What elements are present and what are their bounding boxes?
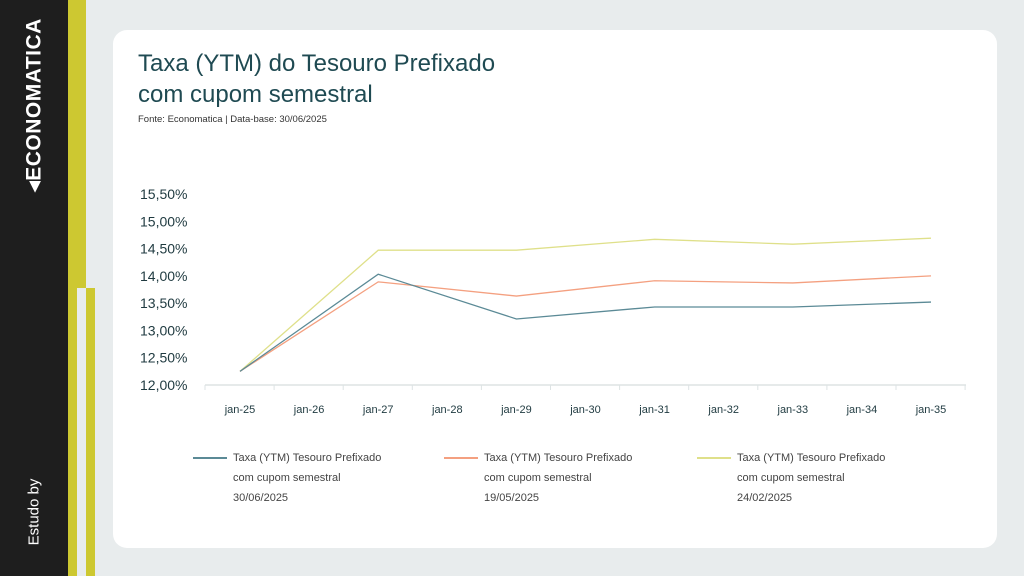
legend-item: Taxa (YTM) Tesouro Prefixado com cupom se… [193, 448, 381, 508]
y-tick-label: 12,50% [140, 350, 187, 366]
x-tick-label: jan-35 [915, 404, 947, 416]
legend-text: Taxa (YTM) Tesouro Prefixado com cupom se… [484, 448, 632, 508]
legend-swatch [444, 457, 478, 459]
x-tick-label: jan-32 [707, 404, 739, 416]
legend-text: Taxa (YTM) Tesouro Prefixado com cupom se… [233, 448, 381, 508]
legend-label: com cupom semestral [484, 472, 592, 484]
legend-item: Taxa (YTM) Tesouro Prefixado com cupom se… [444, 448, 632, 508]
legend-label: 24/02/2025 [737, 492, 793, 504]
x-tick-label: jan-28 [431, 404, 463, 416]
y-tick-label: 15,50% [140, 186, 187, 202]
series-line [239, 237, 932, 372]
source-note: Fonte: Economatica | Data-base: 30/06/20… [138, 114, 327, 125]
y-tick-label: 14,50% [140, 241, 187, 257]
x-tick-label: jan-25 [224, 404, 256, 416]
x-tick-label: jan-27 [362, 404, 394, 416]
x-tick-label: jan-26 [293, 404, 325, 416]
accent-stripe-lower [86, 288, 95, 576]
title-line-2: com cupom semestral [138, 81, 373, 108]
x-tick-label: jan-31 [638, 404, 670, 416]
legend-label: Taxa (YTM) Tesouro Prefixado [484, 452, 633, 464]
legend-label: 30/06/2025 [233, 492, 289, 504]
legend-label: Taxa (YTM) Tesouro Prefixado [233, 452, 382, 464]
accent-stripe-gap [77, 288, 86, 576]
title-line-1: Taxa (YTM) do Tesouro Prefixado [138, 50, 496, 77]
series-line [239, 275, 932, 372]
x-tick-label: jan-30 [569, 404, 601, 416]
sidebar [0, 0, 68, 576]
legend-label: com cupom semestral [233, 472, 341, 484]
legend-label: Taxa (YTM) Tesouro Prefixado [737, 452, 886, 464]
page-title: Taxa (YTM) do Tesouro Prefixado com cupo… [138, 48, 495, 110]
chart-card [113, 30, 997, 548]
y-tick-label: 14,00% [140, 268, 187, 284]
x-tick-label: jan-29 [500, 404, 532, 416]
legend-swatch [193, 457, 227, 459]
legend-label: com cupom semestral [737, 472, 845, 484]
x-tick-label: jan-34 [846, 404, 878, 416]
y-tick-label: 13,00% [140, 322, 187, 338]
y-tick-label: 15,00% [140, 213, 187, 229]
y-tick-label: 12,00% [140, 377, 187, 393]
legend-text: Taxa (YTM) Tesouro Prefixado com cupom se… [737, 448, 885, 508]
legend-swatch [697, 457, 731, 459]
legend-label: 19/05/2025 [484, 492, 540, 504]
legend-item: Taxa (YTM) Tesouro Prefixado com cupom se… [697, 448, 885, 508]
series-line [239, 273, 932, 372]
y-tick-label: 13,50% [140, 295, 187, 311]
x-tick-label: jan-33 [777, 404, 809, 416]
